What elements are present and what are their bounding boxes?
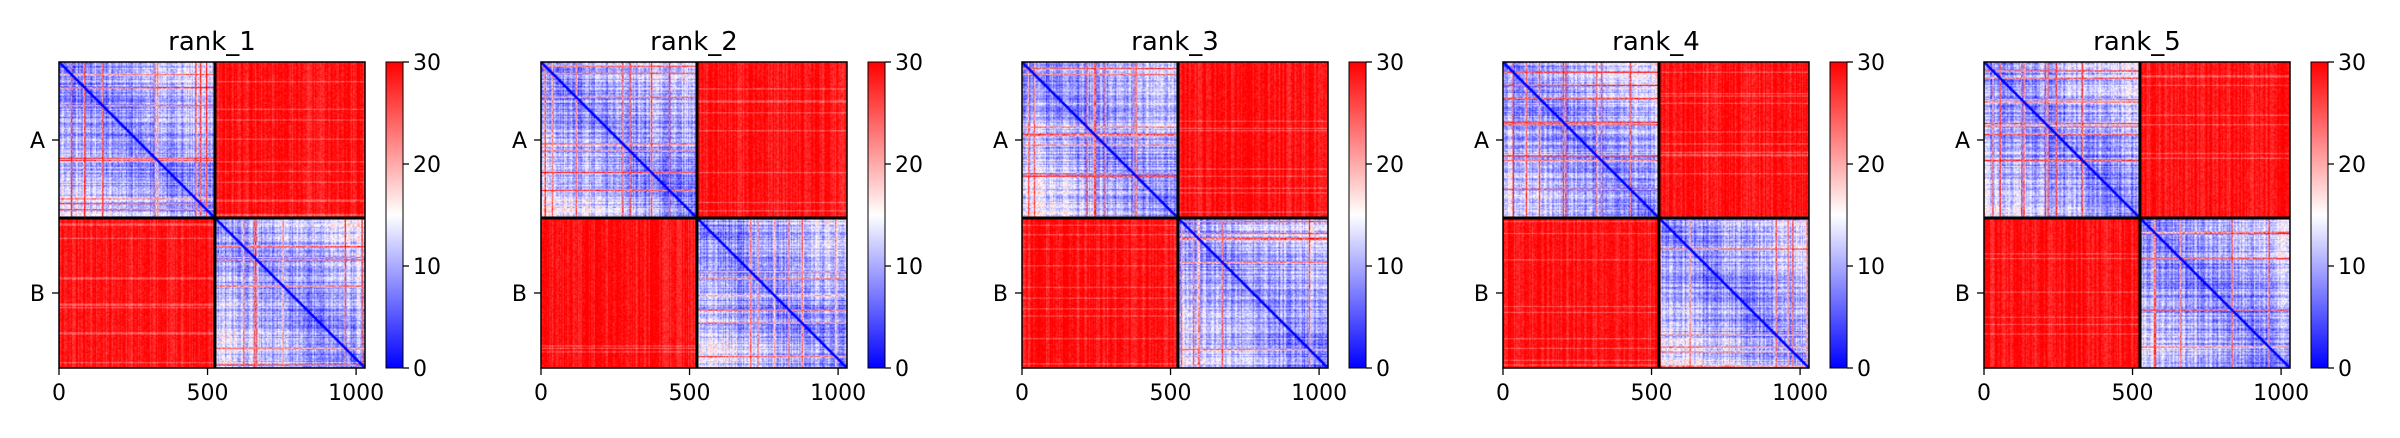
colorbar-tick-label: 30 — [895, 51, 923, 76]
x-tick-label: 500 — [1631, 381, 1673, 406]
colorbar — [1829, 61, 1848, 369]
heatmap-image — [59, 62, 365, 368]
colorbar-tick-label: 30 — [1857, 51, 1885, 76]
colorbar-tick-label: 20 — [1857, 153, 1885, 178]
panel-title: rank_3 — [1131, 27, 1219, 57]
panel-3: rank_3 0 500 1000 A B 0 10 20 30 — [993, 27, 1404, 406]
heatmap-frame — [1021, 61, 1329, 369]
colorbar — [1348, 61, 1367, 369]
heatmap-image — [1022, 62, 1328, 368]
panel-title: rank_5 — [2093, 27, 2181, 57]
x-tick-label: 1000 — [810, 381, 866, 406]
x-tick-label: 0 — [1496, 381, 1510, 406]
colorbar — [385, 61, 404, 369]
colorbar-tick-label: 0 — [895, 357, 909, 382]
colorbar-tick-label: 20 — [1376, 153, 1404, 178]
heatmap-image — [1503, 62, 1809, 368]
colorbar-tick-label: 0 — [2338, 357, 2352, 382]
x-tick-label: 1000 — [1772, 381, 1828, 406]
colorbar-tick-label: 20 — [413, 153, 441, 178]
colorbar-tick-label: 30 — [1376, 51, 1404, 76]
colorbar-tick-label: 10 — [895, 255, 923, 280]
heatmap-frame — [1502, 61, 1810, 369]
panel-4: rank_4 0 500 1000 A B 0 10 20 30 — [1474, 27, 1885, 406]
y-tick-label: A — [30, 129, 45, 154]
x-tick-label: 0 — [52, 381, 66, 406]
heatmap-frame — [1983, 61, 2291, 369]
heatmap-image — [1984, 62, 2290, 368]
colorbar-tick-label: 0 — [1376, 357, 1390, 382]
y-tick-label: B — [1955, 282, 1970, 307]
panel-title: rank_1 — [168, 27, 256, 57]
colorbar-tick-label: 0 — [413, 357, 427, 382]
colorbar-tick-label: 30 — [2338, 51, 2366, 76]
x-tick-label: 0 — [1977, 381, 1991, 406]
y-tick-label: B — [512, 282, 527, 307]
y-tick-label: B — [993, 282, 1008, 307]
y-tick-label: A — [993, 129, 1008, 154]
panel-title: rank_2 — [650, 27, 738, 57]
x-tick-label: 500 — [2112, 381, 2154, 406]
heatmap-frame — [540, 61, 848, 369]
x-tick-label: 1000 — [1291, 381, 1347, 406]
colorbar-tick-label: 10 — [2338, 255, 2366, 280]
colorbar-tick-label: 0 — [1857, 357, 1871, 382]
colorbar-tick-label: 10 — [1857, 255, 1885, 280]
y-tick-label: B — [1474, 282, 1489, 307]
y-tick-label: A — [1474, 129, 1489, 154]
colorbar — [867, 61, 886, 369]
colorbar — [2310, 61, 2329, 369]
heatmap-image — [541, 62, 847, 368]
colorbar-tick-label: 10 — [1376, 255, 1404, 280]
x-tick-label: 0 — [1015, 381, 1029, 406]
x-tick-label: 1000 — [328, 381, 384, 406]
colorbar-tick-label: 30 — [413, 51, 441, 76]
panel-5: rank_5 0 500 1000 A B 0 10 20 30 — [1955, 27, 2366, 406]
x-tick-label: 1000 — [2253, 381, 2309, 406]
colorbar-tick-label: 20 — [895, 153, 923, 178]
x-tick-label: 500 — [187, 381, 229, 406]
panel-1: rank_1 0 500 1000 A B 0 10 20 30 — [30, 27, 441, 406]
y-tick-label: A — [1955, 129, 1970, 154]
colorbar-tick-label: 10 — [413, 255, 441, 280]
panel-title: rank_4 — [1612, 27, 1700, 57]
y-tick-label: A — [512, 129, 527, 154]
panel-2: rank_2 0 500 1000 A B 0 10 20 30 — [512, 27, 923, 406]
x-tick-label: 500 — [669, 381, 711, 406]
x-tick-label: 0 — [534, 381, 548, 406]
heatmap-frame — [58, 61, 366, 369]
x-tick-label: 500 — [1150, 381, 1192, 406]
colorbar-tick-label: 20 — [2338, 153, 2366, 178]
y-tick-label: B — [30, 282, 45, 307]
